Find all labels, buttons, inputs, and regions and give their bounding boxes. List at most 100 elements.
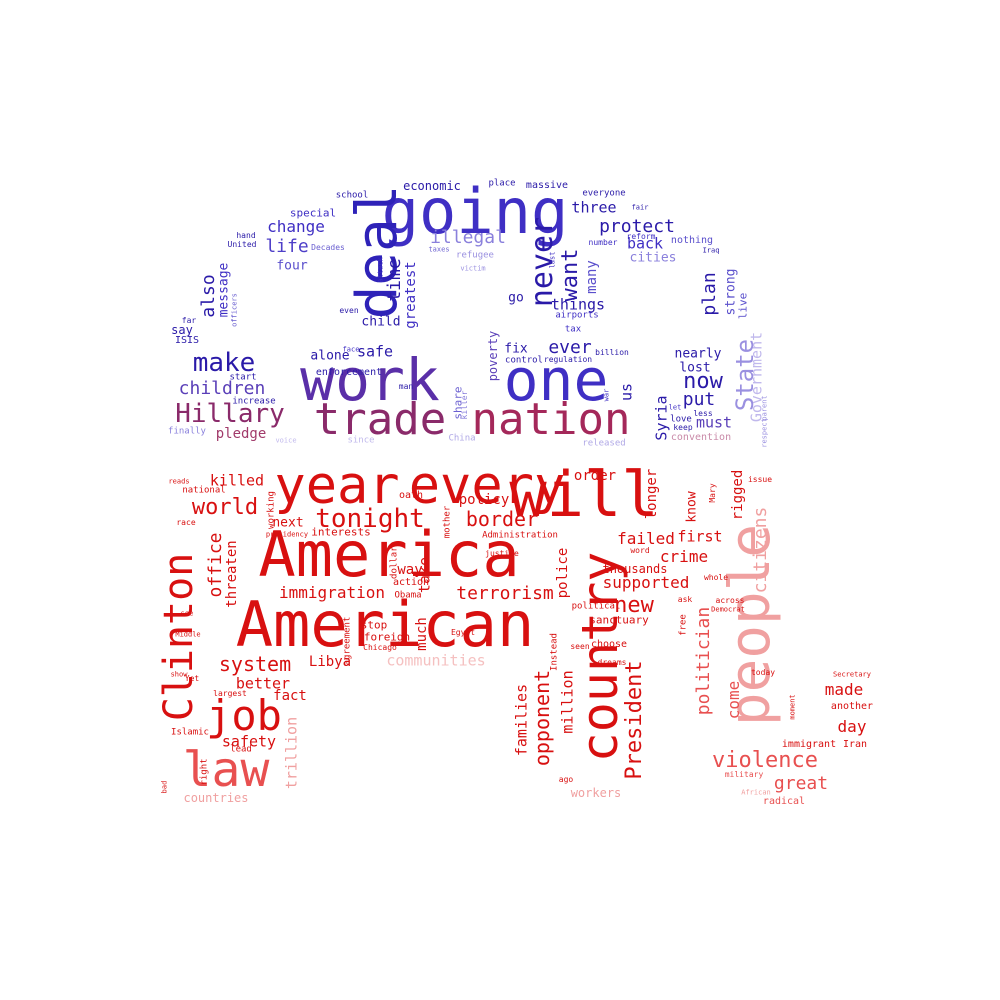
word-finally: finally — [168, 426, 206, 437]
word-things: things — [550, 295, 606, 314]
word-year: year — [274, 456, 400, 516]
word-syria: Syria — [652, 395, 671, 441]
word-war: war — [602, 388, 611, 402]
word-families: families — [512, 683, 531, 757]
word-respect: respect — [760, 418, 769, 448]
word-economic: economic — [403, 179, 461, 193]
word-nation: nation — [471, 394, 631, 445]
word-border: border — [465, 507, 539, 531]
word-back: back — [626, 234, 664, 253]
word-every: every — [408, 456, 566, 516]
word-military: military — [724, 770, 764, 779]
word-chicago: Chicago — [363, 643, 397, 652]
word-safe: safe — [356, 342, 394, 361]
word-million: million — [558, 670, 577, 734]
word-issue: issue — [747, 475, 773, 484]
word-politician: politician — [693, 606, 714, 716]
word-ask: ask — [677, 595, 693, 604]
word-middle: Middle — [175, 630, 201, 639]
word-show: show — [170, 670, 188, 679]
word-oath: oath — [398, 490, 424, 501]
word-killer: killer — [460, 390, 469, 420]
word-mother: mother — [442, 505, 453, 539]
word-also: also — [198, 274, 219, 318]
word-love: love — [670, 414, 692, 425]
word-increase: increase — [232, 396, 276, 407]
word-violence: violence — [712, 748, 818, 773]
word-message: message — [216, 262, 232, 318]
word-officers: officers — [230, 293, 239, 327]
word-regulation: regulation — [543, 355, 593, 364]
word-seen: seen — [570, 642, 590, 651]
word-trillion: trillion — [282, 716, 301, 790]
word-fact: fact — [273, 688, 307, 704]
word-start: start — [229, 372, 257, 383]
word-isis: ISIS — [174, 335, 200, 346]
word-dreams: dreams — [597, 658, 627, 667]
word-school: school — [335, 190, 369, 201]
word-libya: Libya — [308, 654, 352, 670]
word-tonight: tonight — [315, 504, 425, 534]
word-moment: moment — [788, 694, 797, 720]
word-interests: interests — [311, 525, 371, 539]
word-billion: billion — [595, 348, 629, 357]
word-sanctuary: sanctuary — [589, 613, 649, 627]
word-crime: crime — [659, 547, 709, 566]
word-next: next — [272, 515, 304, 531]
word-secretary: Secretary — [833, 670, 871, 679]
word-want: want — [558, 248, 583, 302]
word-instead: Instead — [549, 633, 560, 671]
word-first: first — [677, 527, 723, 546]
word-go: go — [508, 290, 524, 306]
word-office: office — [205, 532, 226, 598]
word-action: action — [392, 577, 430, 588]
word-iran: Iran — [842, 739, 868, 750]
word-everyone: everyone — [582, 188, 626, 199]
word-will: will — [509, 458, 659, 531]
word-enforcement: enforcement — [315, 367, 383, 378]
word-one: one — [503, 346, 609, 414]
word-rigged: rigged — [730, 469, 746, 521]
word-countries: countries — [183, 791, 249, 805]
word-across: across — [715, 596, 745, 605]
word-see: see — [180, 609, 194, 618]
word-hillary: Hillary — [175, 399, 285, 429]
word-life: life — [265, 236, 309, 257]
word-ever: ever — [548, 337, 592, 358]
word-job: job — [206, 691, 282, 740]
word-decades: Decades — [311, 243, 345, 252]
word-president: President — [622, 660, 647, 780]
word-even: even — [339, 306, 359, 315]
word-policy: policy — [458, 492, 510, 508]
word-since: since — [347, 435, 375, 446]
word-child: child — [361, 314, 401, 330]
word-parent: parent — [760, 395, 769, 421]
word-place: place — [488, 178, 516, 189]
word-political: political — [571, 601, 621, 612]
word-time: time — [384, 258, 405, 302]
word-china: China — [448, 433, 476, 444]
word-system: system — [218, 652, 292, 676]
word-work: work — [300, 346, 440, 414]
word-control: control — [505, 355, 543, 366]
word-greatest: greatest — [403, 261, 419, 329]
word-far: far — [181, 316, 197, 325]
word-obama: Obama — [394, 590, 422, 601]
word-protect: protect — [599, 216, 675, 237]
word-lead: lead — [230, 744, 252, 755]
word-let: let — [668, 403, 682, 412]
word-four: four — [276, 258, 308, 274]
word-victim: victim — [460, 264, 486, 273]
word-immigration: immigration — [279, 583, 385, 602]
word-many: many — [584, 260, 600, 294]
word-cities: cities — [629, 250, 677, 266]
word-police: police — [555, 547, 571, 599]
word-america: America — [258, 518, 520, 591]
word-workers: workers — [570, 786, 622, 800]
word-us: us — [617, 382, 636, 402]
word-say: say — [171, 323, 193, 337]
word-african: African — [741, 788, 771, 797]
word-citizens: citizens — [750, 506, 771, 594]
word-face: face — [342, 345, 360, 354]
